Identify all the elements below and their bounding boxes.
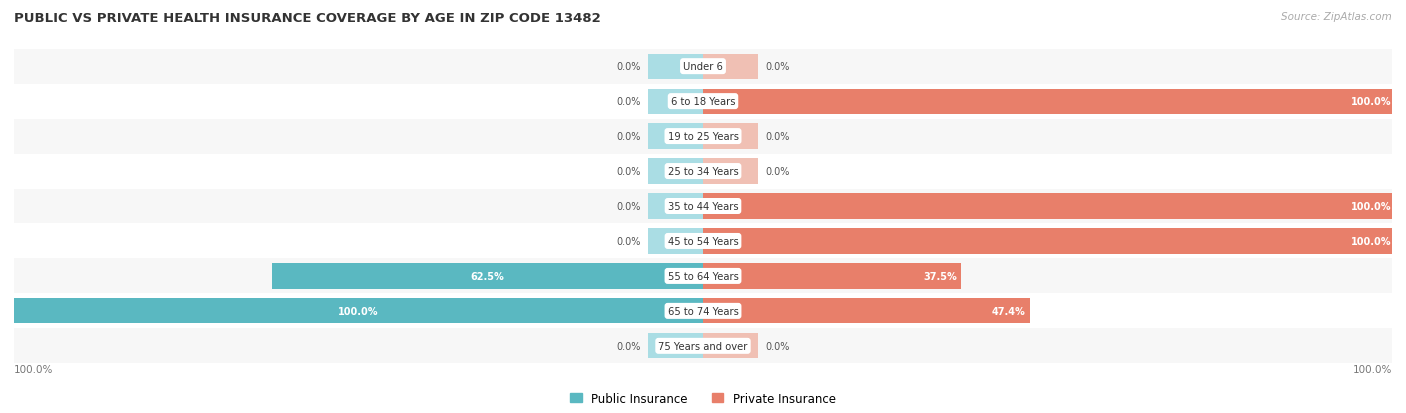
Text: 0.0%: 0.0% [765, 132, 789, 142]
Text: 100.0%: 100.0% [1351, 202, 1392, 211]
Text: 75 Years and over: 75 Years and over [658, 341, 748, 351]
Bar [703, 263, 962, 289]
Text: 37.5%: 37.5% [924, 271, 957, 281]
Text: 0.0%: 0.0% [617, 341, 641, 351]
Text: 65 to 74 Years: 65 to 74 Years [668, 306, 738, 316]
Text: 100.0%: 100.0% [1353, 364, 1392, 374]
Bar [273, 263, 703, 289]
Text: 0.0%: 0.0% [617, 202, 641, 211]
Bar [703, 299, 758, 324]
Bar [703, 229, 758, 254]
Bar [648, 229, 703, 254]
Text: 0.0%: 0.0% [617, 97, 641, 107]
Text: 0.0%: 0.0% [617, 62, 641, 72]
Bar [648, 159, 703, 184]
Bar [14, 84, 1392, 119]
Text: 47.4%: 47.4% [993, 306, 1026, 316]
Text: 0.0%: 0.0% [617, 236, 641, 247]
Bar [648, 194, 703, 219]
Bar [14, 294, 1392, 329]
Text: 0.0%: 0.0% [765, 62, 789, 72]
Bar [703, 124, 758, 150]
Bar [14, 50, 1392, 84]
Legend: Public Insurance, Private Insurance: Public Insurance, Private Insurance [571, 392, 835, 405]
Text: 45 to 54 Years: 45 to 54 Years [668, 236, 738, 247]
Bar [703, 333, 758, 358]
Bar [14, 299, 703, 324]
Bar [703, 229, 1392, 254]
Bar [703, 263, 758, 289]
Bar [703, 89, 758, 114]
Bar [14, 119, 1392, 154]
Text: Source: ZipAtlas.com: Source: ZipAtlas.com [1281, 12, 1392, 22]
Bar [14, 259, 1392, 294]
Text: PUBLIC VS PRIVATE HEALTH INSURANCE COVERAGE BY AGE IN ZIP CODE 13482: PUBLIC VS PRIVATE HEALTH INSURANCE COVER… [14, 12, 600, 25]
Bar [648, 124, 703, 150]
Bar [648, 263, 703, 289]
Text: 0.0%: 0.0% [765, 166, 789, 177]
Bar [703, 55, 758, 80]
Bar [703, 194, 1392, 219]
Text: 55 to 64 Years: 55 to 64 Years [668, 271, 738, 281]
Bar [703, 299, 1029, 324]
Text: 6 to 18 Years: 6 to 18 Years [671, 97, 735, 107]
Text: 25 to 34 Years: 25 to 34 Years [668, 166, 738, 177]
Text: 100.0%: 100.0% [339, 306, 378, 316]
Text: 100.0%: 100.0% [14, 364, 53, 374]
Bar [14, 154, 1392, 189]
Bar [14, 224, 1392, 259]
Bar [14, 189, 1392, 224]
Text: 0.0%: 0.0% [765, 341, 789, 351]
Text: 100.0%: 100.0% [1351, 236, 1392, 247]
Bar [648, 55, 703, 80]
Bar [14, 329, 1392, 363]
Bar [703, 89, 1392, 114]
Text: 62.5%: 62.5% [471, 271, 505, 281]
Text: 0.0%: 0.0% [617, 166, 641, 177]
Text: 0.0%: 0.0% [617, 132, 641, 142]
Text: Under 6: Under 6 [683, 62, 723, 72]
Text: 100.0%: 100.0% [1351, 97, 1392, 107]
Bar [703, 194, 758, 219]
Bar [703, 159, 758, 184]
Bar [648, 89, 703, 114]
Text: 35 to 44 Years: 35 to 44 Years [668, 202, 738, 211]
Text: 19 to 25 Years: 19 to 25 Years [668, 132, 738, 142]
Bar [648, 333, 703, 358]
Bar [648, 299, 703, 324]
